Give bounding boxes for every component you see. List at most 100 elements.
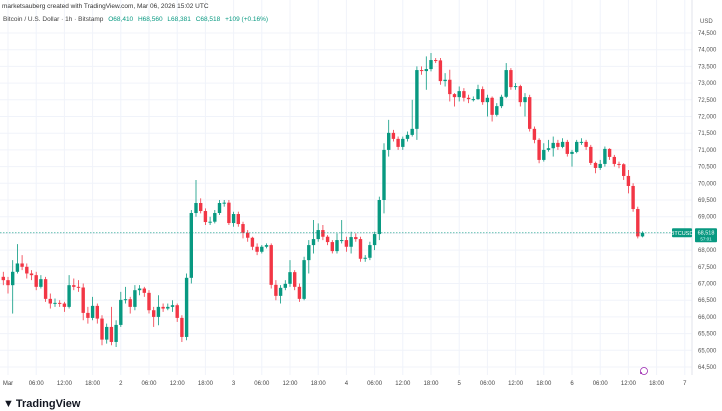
candle-down <box>419 66 424 75</box>
candle-body <box>105 326 109 340</box>
price-axis-label: 74,500 <box>698 31 717 37</box>
candle-body <box>255 246 259 252</box>
last-price-label: 68,518 <box>698 230 715 236</box>
time-axis-label: 06:00 <box>141 381 157 387</box>
symbol-tag <box>672 228 692 238</box>
time-axis-label: 06:00 <box>593 381 609 387</box>
candle-down <box>20 255 24 271</box>
candle-up <box>311 220 316 254</box>
candle-down <box>354 233 358 242</box>
candle-body <box>264 245 269 247</box>
candle-body <box>363 257 367 259</box>
candle-body <box>321 230 325 237</box>
candle-up <box>372 231 377 251</box>
candle-up <box>67 275 71 309</box>
candle-body <box>170 305 175 307</box>
candle-down <box>584 139 588 150</box>
candle-body <box>231 214 236 224</box>
candle-up <box>410 99 414 137</box>
candle-down <box>128 296 132 314</box>
candle-down <box>246 230 250 242</box>
candle-body <box>382 149 386 200</box>
candle-body <box>551 142 555 149</box>
candle-body <box>499 96 504 107</box>
candle-body <box>560 141 565 147</box>
last-price-tag <box>695 228 717 243</box>
time-axis-label: 18:00 <box>536 381 552 387</box>
candle-body <box>208 221 212 223</box>
candle-down <box>86 306 90 324</box>
time-axis-label: 6 <box>570 381 574 387</box>
candle-body <box>438 60 443 82</box>
candle-body <box>330 242 334 252</box>
candle-down <box>175 303 179 322</box>
candle-up <box>457 86 461 102</box>
candle-body <box>222 202 226 204</box>
tradingview-logo[interactable]: ▼ TradingView <box>3 398 80 410</box>
candle-down <box>29 270 34 281</box>
candle-body <box>180 317 184 337</box>
candle-body <box>199 203 203 212</box>
candle-body <box>62 303 67 307</box>
candle-body <box>626 175 631 186</box>
icon-dot <box>640 372 642 374</box>
candle-up <box>231 211 236 227</box>
candle-up <box>560 138 565 149</box>
candle-up <box>119 291 123 327</box>
candle-body <box>203 211 208 223</box>
candle-up <box>570 149 574 167</box>
candle-body <box>250 237 255 247</box>
scroll-to-realtime-icon[interactable] <box>640 367 648 375</box>
candle-up <box>189 210 193 284</box>
time-axis-label: 12:00 <box>170 381 186 387</box>
time-axis-label: 18:00 <box>198 381 214 387</box>
time-axis-label: 12:00 <box>57 381 73 387</box>
candle-body <box>241 224 245 233</box>
candle-down <box>76 280 81 292</box>
candle-up <box>194 179 198 217</box>
price-axis-label: 68,000 <box>698 248 717 254</box>
candle-body <box>607 148 612 157</box>
candle-down <box>142 286 146 297</box>
candle-down <box>250 236 255 251</box>
candle-body <box>67 285 71 307</box>
candle-down <box>72 278 76 291</box>
candle-body <box>485 97 490 103</box>
candle-up <box>184 273 189 341</box>
candle-body <box>109 326 114 342</box>
time-axis-label: 18:00 <box>423 381 439 387</box>
candle-body <box>372 234 377 246</box>
candle-up <box>137 285 142 296</box>
time-axis-label: 06:00 <box>29 381 45 387</box>
candle-body <box>513 86 518 88</box>
candle-up <box>307 240 311 274</box>
candle-up <box>513 83 518 90</box>
candle-body <box>537 139 541 160</box>
candle-up <box>349 231 353 254</box>
time-axis-label: 5 <box>458 381 462 387</box>
candle-body <box>579 141 584 143</box>
candle-down <box>391 129 396 142</box>
candle-down <box>330 240 334 254</box>
candle-down <box>438 58 443 85</box>
candle-up <box>368 241 372 261</box>
candle-up <box>170 300 175 312</box>
candle-down <box>358 236 363 262</box>
candle-up <box>598 159 602 170</box>
candle-body <box>288 272 292 284</box>
time-axis-label: 06:00 <box>480 381 496 387</box>
candle-down <box>565 139 569 157</box>
candle-body <box>20 263 24 267</box>
candle-up <box>640 231 645 238</box>
candle-body <box>213 213 217 222</box>
candle-up <box>11 260 15 314</box>
candle-up <box>387 119 391 157</box>
candle-body <box>377 200 381 235</box>
candle-body <box>29 273 34 276</box>
candle-down <box>344 236 349 252</box>
candle-down <box>48 293 52 309</box>
tradingview-logo-icon: ▼ <box>3 398 14 410</box>
candle-down <box>147 290 151 314</box>
time-axis-label: 12:00 <box>395 381 411 387</box>
